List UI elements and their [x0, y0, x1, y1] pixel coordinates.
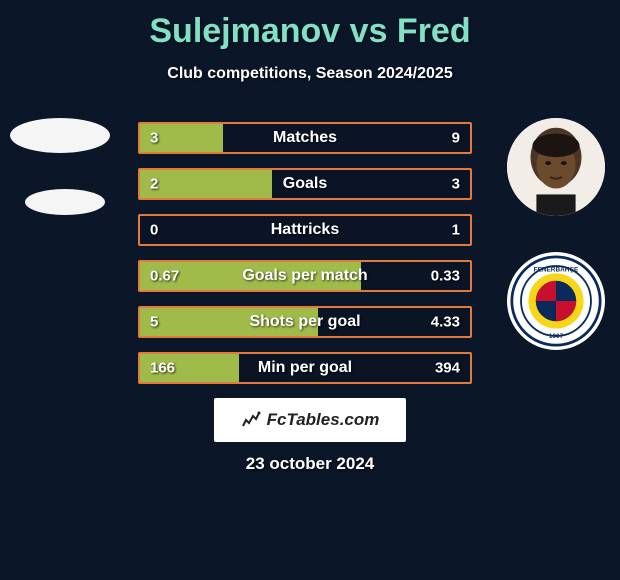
stat-left-value: 5: [150, 314, 158, 331]
stat-row-goals: 2 Goals 3: [138, 168, 472, 200]
stat-right-value: 9: [452, 130, 460, 147]
player-avatar-placeholder: [10, 118, 110, 153]
stat-label: Hattricks: [271, 221, 339, 239]
page-title: Sulejmanov vs Fred: [0, 0, 620, 51]
stat-right-value: 3: [452, 176, 460, 193]
club-badge: FENERBAHÇE 1907: [507, 252, 605, 350]
stat-row-shots-per-goal: 5 Shots per goal 4.33: [138, 306, 472, 338]
stat-row-matches: 3 Matches 9: [138, 122, 472, 154]
stat-right-value: 0.33: [431, 268, 460, 285]
page-subtitle: Club competitions, Season 2024/2025: [0, 65, 620, 83]
stat-row-goals-per-match: 0.67 Goals per match 0.33: [138, 260, 472, 292]
left-player-column: [10, 118, 110, 215]
player-avatar: [507, 118, 605, 216]
date-text: 23 october 2024: [0, 454, 620, 474]
stat-label: Goals: [283, 175, 327, 193]
stat-label: Min per goal: [258, 359, 352, 377]
club-badge-placeholder: [25, 189, 105, 215]
stat-label: Shots per goal: [249, 313, 360, 331]
stat-right-value: 1: [452, 222, 460, 239]
fctables-icon: [241, 410, 261, 430]
svg-text:1907: 1907: [549, 333, 564, 340]
stat-left-value: 0.67: [150, 268, 179, 285]
stat-label: Matches: [273, 129, 337, 147]
stat-right-value: 394: [435, 360, 460, 377]
bar-fill: [140, 170, 272, 198]
stat-row-hattricks: 0 Hattricks 1: [138, 214, 472, 246]
stats-bars: 3 Matches 9 2 Goals 3 0 Hattricks 1 0.67…: [138, 122, 472, 384]
brand-text: FcTables.com: [267, 410, 380, 430]
stat-label: Goals per match: [242, 267, 367, 285]
svg-text:FENERBAHÇE: FENERBAHÇE: [534, 267, 579, 274]
stat-left-value: 0: [150, 222, 158, 239]
brand-badge: FcTables.com: [214, 398, 406, 442]
stat-row-min-per-goal: 166 Min per goal 394: [138, 352, 472, 384]
right-player-column: FENERBAHÇE 1907: [506, 118, 606, 350]
stat-left-value: 3: [150, 130, 158, 147]
stat-right-value: 4.33: [431, 314, 460, 331]
stat-left-value: 166: [150, 360, 175, 377]
stat-left-value: 2: [150, 176, 158, 193]
